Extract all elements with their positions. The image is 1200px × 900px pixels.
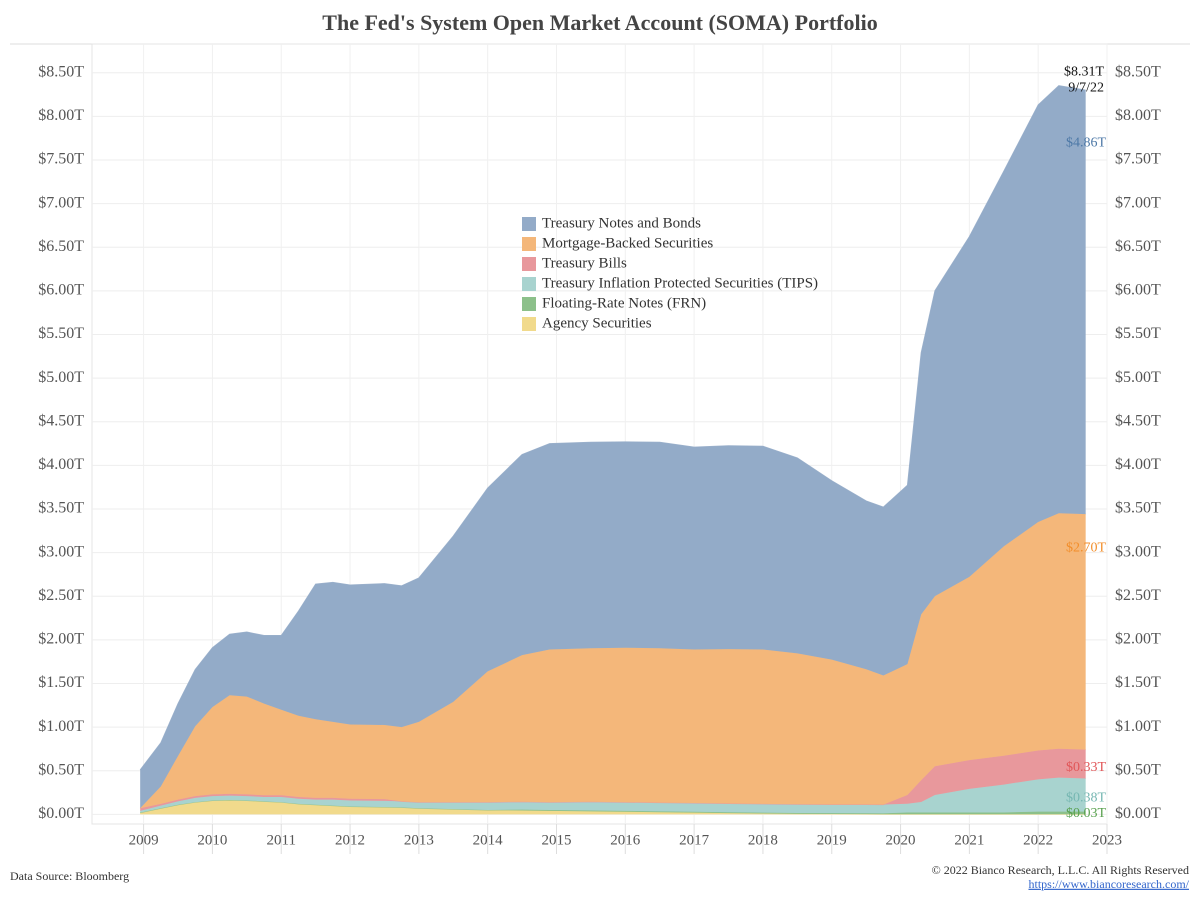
y-tick-label: $6.00T	[38, 282, 84, 299]
y2-tick-label: $3.00T	[1115, 543, 1161, 560]
x-tick-label: 2016	[610, 832, 641, 848]
y-tick-label: $4.50T	[38, 412, 84, 429]
y2-tick-label: $0.00T	[1115, 805, 1161, 822]
area-edge	[139, 85, 1086, 771]
y2-tick-label: $4.00T	[1115, 456, 1161, 473]
legend-label: Mortgage-Backed Securities	[542, 235, 713, 251]
y2-tick-label: $4.50T	[1115, 412, 1161, 429]
x-tick-label: 2018	[748, 832, 778, 848]
y-tick-label: $7.00T	[38, 194, 84, 211]
value-label: $4.86T	[1066, 135, 1107, 150]
legend-swatch	[522, 217, 536, 231]
x-tick-label: 2021	[954, 832, 984, 848]
value-label: $0.33T	[1066, 760, 1107, 775]
y-tick-label: $5.00T	[38, 369, 84, 386]
legend-label: Agency Securities	[542, 315, 652, 331]
area	[140, 513, 1086, 809]
y2-tick-label: $2.00T	[1115, 631, 1161, 648]
y-tick-label: $5.50T	[38, 325, 84, 342]
x-tick-label: 2023	[1092, 832, 1122, 848]
y-tick-label: $2.00T	[38, 631, 84, 648]
legend-label: Floating-Rate Notes (FRN)	[542, 295, 706, 311]
x-tick-label: 2017	[679, 832, 710, 848]
y-tick-label: $2.50T	[38, 587, 84, 604]
y-tick-label: $8.00T	[38, 107, 84, 124]
y-tick-label: $8.50T	[38, 63, 84, 80]
y2-tick-label: $2.50T	[1115, 587, 1161, 604]
legend-label: Treasury Bills	[542, 255, 627, 271]
x-tick-label: 2020	[886, 832, 916, 848]
x-tick-label: 2011	[267, 832, 296, 848]
y2-tick-label: $0.50T	[1115, 761, 1161, 778]
y2-tick-label: $6.00T	[1115, 282, 1161, 299]
y2-tick-label: $8.00T	[1115, 107, 1161, 124]
legend-swatch	[522, 257, 536, 271]
y2-tick-label: $1.50T	[1115, 674, 1161, 691]
x-tick-label: 2019	[817, 832, 847, 848]
x-tick-label: 2022	[1023, 832, 1053, 848]
y-tick-label: $4.00T	[38, 456, 84, 473]
y2-tick-label: $7.50T	[1115, 151, 1161, 168]
y2-tick-label: $6.50T	[1115, 238, 1161, 255]
y2-tick-label: $3.50T	[1115, 500, 1161, 517]
y-tick-label: $0.50T	[38, 761, 84, 778]
y-tick-label: $1.50T	[38, 674, 84, 691]
total-label: $8.31T	[1064, 65, 1105, 80]
area	[140, 777, 1086, 814]
legend-swatch	[522, 237, 536, 251]
source: Data Source: Bloomberg	[10, 869, 129, 883]
y-tick-label: $6.50T	[38, 238, 84, 255]
copyright: © 2022 Bianco Research, L.L.C. All Right…	[932, 863, 1189, 877]
url[interactable]: https://www.biancoresearch.com/	[1028, 877, 1189, 891]
y2-tick-label: $7.00T	[1115, 194, 1161, 211]
y-tick-label: $3.50T	[38, 500, 84, 517]
legend-swatch	[522, 277, 536, 291]
area	[140, 85, 1086, 809]
value-label: $2.70T	[1066, 540, 1107, 555]
y-tick-label: $3.00T	[38, 543, 84, 560]
y-tick-label: $1.00T	[38, 718, 84, 735]
legend-swatch	[522, 297, 536, 311]
y2-tick-label: $1.00T	[1115, 718, 1161, 735]
y2-tick-label: $5.50T	[1115, 325, 1161, 342]
x-tick-label: 2013	[404, 832, 434, 848]
total-date: 9/7/22	[1068, 81, 1104, 96]
legend-label: Treasury Notes and Bonds	[542, 215, 701, 231]
value-label: $0.38T	[1066, 791, 1107, 806]
x-tick-label: 2009	[129, 832, 159, 848]
y2-tick-label: $8.50T	[1115, 63, 1161, 80]
x-tick-label: 2014	[473, 832, 504, 848]
chart-title: The Fed's System Open Market Account (SO…	[322, 10, 877, 35]
y-tick-label: $7.50T	[38, 151, 84, 168]
x-tick-label: 2015	[541, 832, 571, 848]
area	[140, 800, 1086, 815]
legend-label: Treasury Inflation Protected Securities …	[542, 275, 818, 291]
y-tick-label: $0.00T	[38, 805, 84, 822]
x-tick-label: 2012	[335, 832, 365, 848]
value-label: $0.03T	[1066, 806, 1107, 821]
x-tick-label: 2010	[197, 832, 227, 848]
y2-tick-label: $5.00T	[1115, 369, 1161, 386]
legend-swatch	[522, 317, 536, 331]
